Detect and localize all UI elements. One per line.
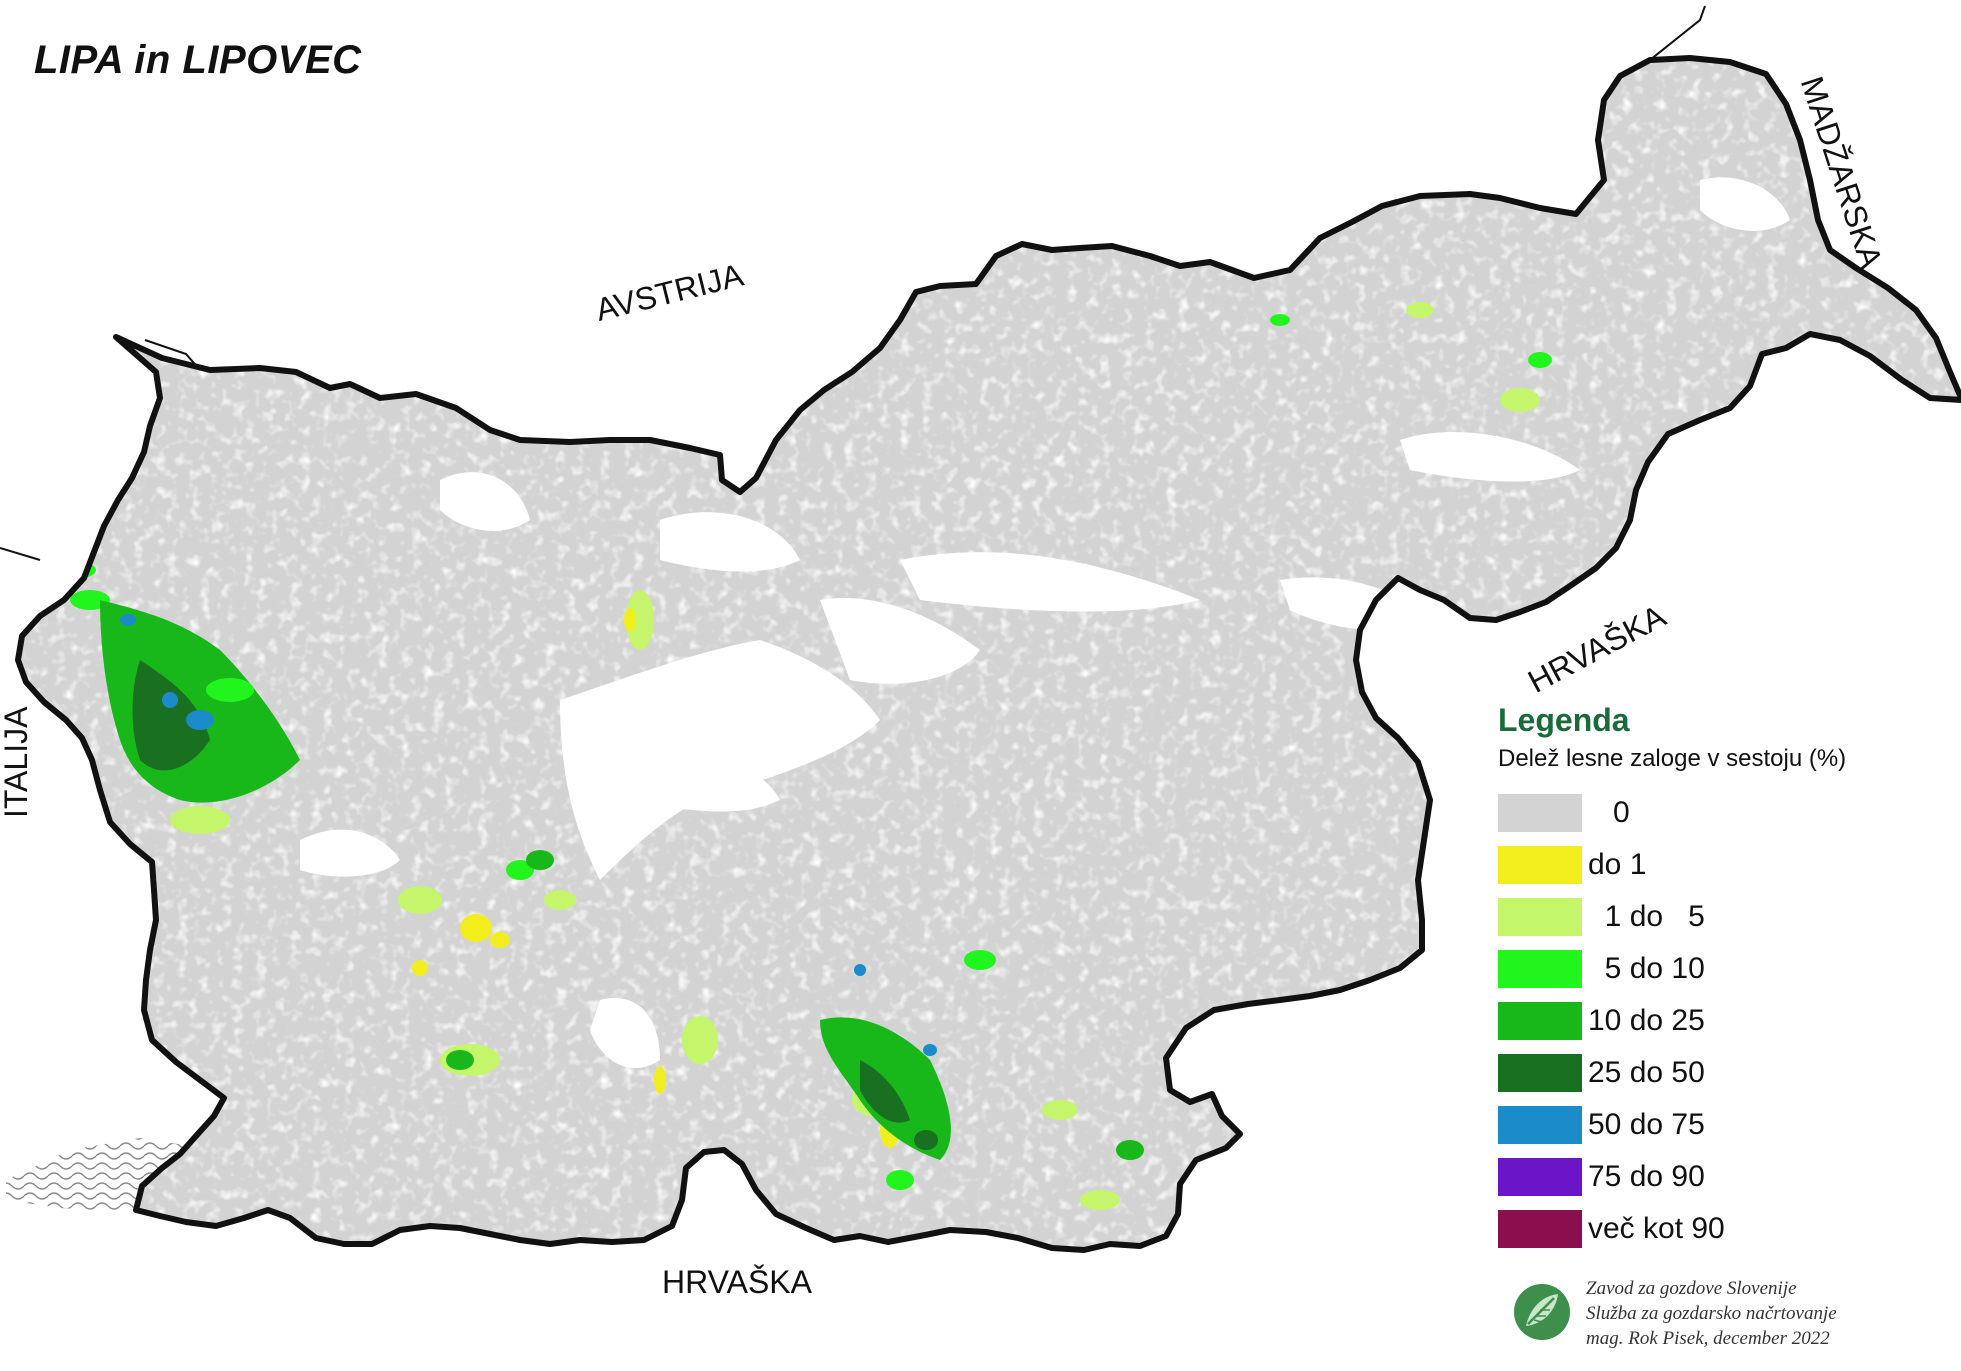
legend-subtitle: Delež lesne zaloge v sestoju (%): [1498, 745, 1847, 772]
legend-label: 75 do 90: [1588, 1160, 1705, 1193]
credits-line-1: Zavod za gozdove Slovenije: [1586, 1278, 1797, 1299]
legend-label: 5 do 10: [1588, 952, 1705, 985]
legend-swatch: [1498, 794, 1582, 832]
legend-row: 25 do 50: [1498, 1047, 1938, 1099]
legend-swatch: [1498, 1002, 1582, 1040]
legend-items: 0 do 1 1 do 5 5 do 10 10 do 25 25 do 50 …: [1498, 787, 1938, 1255]
legend-label: 50 do 75: [1588, 1108, 1705, 1141]
legend-row: 0: [1498, 787, 1938, 839]
legend-label: 10 do 25: [1588, 1004, 1705, 1037]
credits: Zavod za gozdove Slovenije Služba za goz…: [1586, 1276, 1837, 1351]
legend-swatch: [1498, 1106, 1582, 1144]
map-title: LIPA in LIPOVEC: [34, 38, 362, 82]
legend-row: 10 do 25: [1498, 995, 1938, 1047]
legend-swatch: [1498, 1054, 1582, 1092]
legend-swatch: [1498, 950, 1582, 988]
credits-line-3: mag. Rok Pisek, december 2022: [1586, 1328, 1830, 1349]
legend-row: 75 do 90: [1498, 1151, 1938, 1203]
legend-row: 50 do 75: [1498, 1099, 1938, 1151]
legend-row: 5 do 10: [1498, 943, 1938, 995]
legend-label: 25 do 50: [1588, 1056, 1705, 1089]
legend-swatch: [1498, 846, 1582, 884]
legend-row: več kot 90: [1498, 1203, 1938, 1255]
legend-label: do 1: [1588, 848, 1647, 881]
logo-leaf-icon: [1514, 1284, 1570, 1340]
legend-label: 0: [1588, 796, 1630, 829]
legend-swatch: [1498, 1210, 1582, 1248]
legend: Legenda Delež lesne zaloge v sestoju (%)…: [1498, 702, 1938, 1255]
border-continuations: [0, 5, 1706, 561]
credits-line-2: Služba za gozdarsko načrtovanje: [1586, 1303, 1837, 1324]
country-label-croatia-south: HRVAŠKA: [662, 1264, 812, 1300]
legend-title: Legenda: [1498, 702, 1630, 738]
legend-label: več kot 90: [1588, 1212, 1725, 1245]
legend-swatch: [1498, 1158, 1582, 1196]
legend-swatch: [1498, 898, 1582, 936]
legend-label: 1 do 5: [1588, 900, 1705, 933]
country-label-italy: ITALIJA: [0, 706, 34, 818]
legend-row: do 1: [1498, 839, 1938, 891]
legend-row: 1 do 5: [1498, 891, 1938, 943]
